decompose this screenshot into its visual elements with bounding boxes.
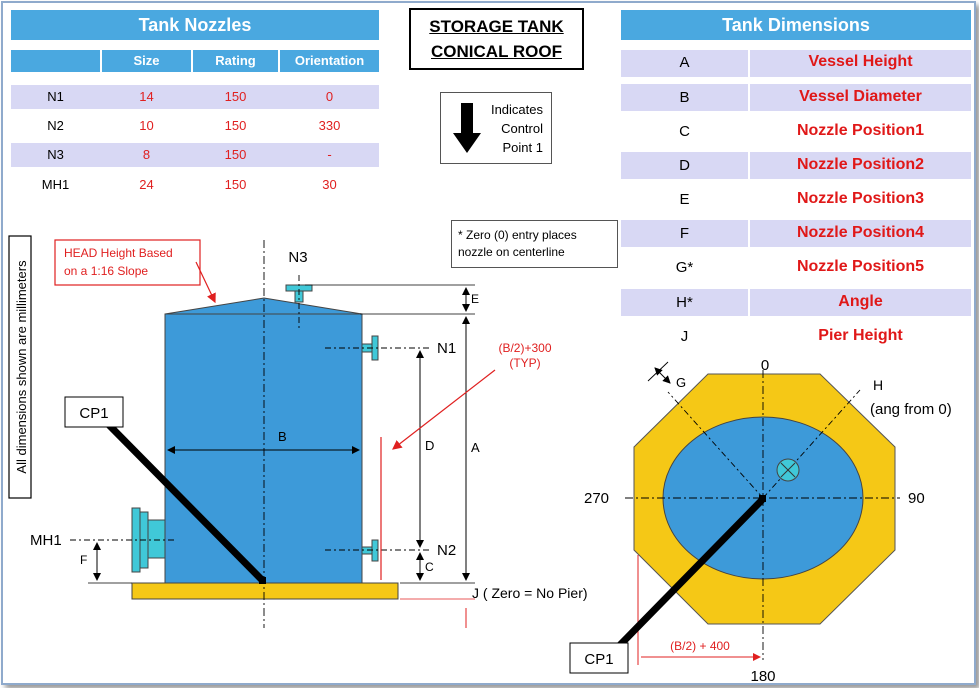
nozzle-name: MH1	[41, 177, 70, 192]
nozzles-table-title: Tank Nozzles	[11, 10, 379, 40]
dim-name: Vessel Height	[808, 53, 913, 70]
dim-name: Nozzle Position3	[796, 190, 925, 207]
units-note: All dimensions shown are millimeters	[14, 260, 29, 474]
drawing-title: STORAGE TANK CONICAL ROOF	[409, 8, 584, 70]
n1-label: N1	[437, 340, 456, 357]
legend-line-3: Point 1	[502, 140, 543, 155]
nozzles-header-orientation: Orientation	[280, 50, 379, 72]
dim-row-band	[621, 289, 748, 316]
head-note-leader	[195, 261, 216, 304]
cp1-point	[259, 577, 266, 584]
nozzles-header-size: Size	[102, 50, 191, 72]
offset-label-line-1: (B/2)+300	[498, 341, 551, 355]
arrow-down-icon	[453, 103, 481, 153]
nozzle-name: N2	[47, 118, 64, 133]
dim-b-label: B	[278, 429, 287, 444]
cp1-box	[64, 396, 124, 428]
legend-line-2: Control	[501, 121, 543, 136]
nozzle-size: 8	[142, 147, 151, 162]
dim-row-band	[621, 152, 748, 179]
note-text: * Zero (0) entry places nozzle on center…	[458, 227, 577, 261]
dim-a-label: A	[471, 440, 480, 455]
dim-name: Nozzle Position4	[796, 224, 925, 241]
dim-key: D	[679, 157, 690, 174]
units-note-box	[8, 235, 32, 499]
legend-box: Indicates Control Point 1	[440, 92, 552, 164]
nozzle-rating: 150	[224, 89, 247, 104]
nozzle-rating: 150	[224, 177, 247, 192]
dim-key: A	[679, 54, 690, 71]
conical-roof	[164, 297, 363, 315]
nozzles-header-rating: Rating	[193, 50, 278, 72]
dim-name: Pier Height	[818, 327, 903, 344]
dim-key: B	[679, 89, 690, 106]
dim-row-band	[621, 84, 748, 111]
dim-row-band	[750, 220, 971, 247]
nozzle-orientation: 330	[318, 118, 341, 133]
dim-row-band	[750, 84, 971, 111]
nozzle-row-band	[11, 143, 379, 167]
mh1-label: MH1	[30, 532, 62, 549]
nozzle-name: N3	[47, 147, 64, 162]
pier-note: J ( Zero = No Pier)	[472, 585, 588, 601]
head-note-box	[54, 239, 201, 286]
nozzle-rating: 150	[224, 118, 247, 133]
title-line-1: STORAGE TANK	[429, 17, 564, 36]
head-note-line-1: HEAD Height Based	[64, 246, 173, 260]
dim-key: J	[680, 328, 689, 345]
note-line-2: nozzle on centerline	[458, 245, 565, 259]
dim-name: Nozzle Position2	[796, 156, 925, 173]
nozzle-orientation: -	[327, 147, 332, 162]
nozzle-n2-neck	[361, 546, 373, 555]
dim-d-label: D	[425, 438, 434, 453]
dim-row-band	[621, 50, 748, 77]
dim-name: Vessel Diameter	[799, 88, 922, 105]
nozzle-orientation: 30	[322, 177, 337, 192]
zero-entry-note: * Zero (0) entry places nozzle on center…	[451, 220, 618, 268]
offset-label-line-2: (TYP)	[509, 356, 540, 370]
nozzle-rating: 150	[224, 147, 247, 162]
dim-name: Nozzle Position5	[796, 258, 925, 275]
title-line-2: CONICAL ROOF	[431, 42, 562, 61]
dim-key: F	[679, 225, 690, 242]
dim-key: E	[679, 191, 690, 208]
nozzle-size: 24	[139, 177, 154, 192]
nozzles-header-blank	[11, 50, 100, 72]
cp1-leader	[105, 421, 265, 583]
dim-c-label: C	[425, 560, 434, 574]
nozzle-size: 10	[139, 118, 154, 133]
offset-leader	[392, 369, 496, 450]
nozzle-n2-flange	[371, 539, 379, 562]
manhole-mh1-neck	[147, 519, 166, 559]
dim-key: G*	[675, 259, 694, 276]
dim-row-band	[750, 152, 971, 179]
dim-e-label: E	[471, 292, 479, 306]
nozzle-size: 14	[139, 89, 154, 104]
pier	[131, 582, 399, 600]
nozzle-orientation: 0	[325, 89, 334, 104]
note-line-1: * Zero (0) entry places	[458, 228, 577, 242]
cp1-label: CP1	[79, 405, 108, 422]
n2-label: N2	[437, 542, 456, 559]
dimensions-table-title: Tank Dimensions	[621, 10, 971, 40]
dim-row-band	[750, 50, 971, 77]
legend-text: Indicates Control Point 1	[491, 100, 543, 157]
dim-key: H*	[676, 294, 693, 311]
dim-row-band	[750, 289, 971, 316]
n3-label: N3	[288, 249, 307, 266]
nozzle-name: N1	[47, 89, 64, 104]
dim-name: Nozzle Position1	[796, 122, 925, 139]
tank-shell	[164, 313, 363, 584]
nozzle-row-band	[11, 85, 379, 109]
dim-f-label: F	[80, 553, 87, 567]
head-note-line-2: on a 1:16 Slope	[64, 264, 148, 278]
dim-name: Angle	[838, 293, 883, 310]
dim-key: C	[679, 123, 690, 140]
legend-line-1: Indicates	[490, 102, 543, 117]
dim-row-band	[621, 220, 748, 247]
